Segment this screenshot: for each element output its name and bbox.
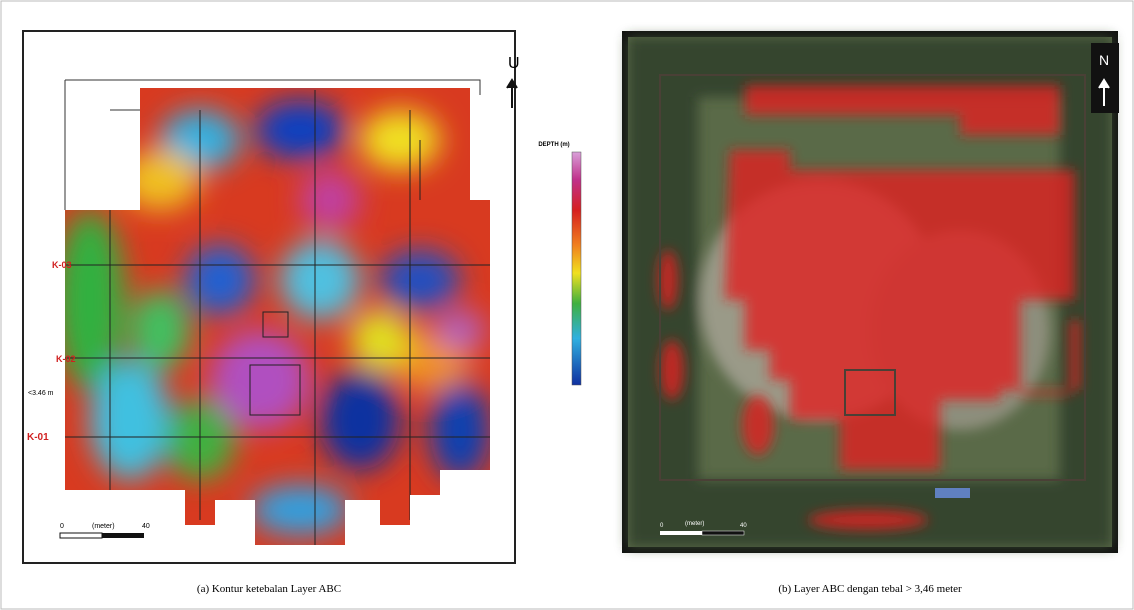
page: {"left_panel": {"north_label": "U", "leg… [0,0,1134,610]
scale-bar-part [60,533,102,538]
depth-note: <3.46 m [28,390,54,397]
line-label: K-02 [56,354,76,364]
contour-map-part-part [185,245,255,315]
scale-end: 40 [142,523,150,530]
scale-unit: (meter) [685,521,704,527]
contour-map-part-part [430,380,490,480]
scale-bar [660,531,744,535]
contour-map-part-part [435,310,485,350]
layer-overlay-part [742,395,774,455]
contour-map-part-part [255,100,345,160]
scale-bar-part [660,531,702,535]
north-label: U [508,55,520,72]
line-label: K-01 [27,432,49,443]
scale-bar-part [702,531,744,535]
legend-title: DEPTH (m) [538,142,569,148]
layer-overlay-part [660,340,684,400]
line-label: K-03 [52,260,72,270]
contour-map-part-part [250,485,350,535]
image-marks-part [935,488,970,498]
contour-map-part-part [300,170,360,230]
body: U K-03 K-02 K-01 <3.46 m 0 (meter) 40 DE… [0,0,1134,610]
figure: U K-03 K-02 K-01 <3.46 m 0 (meter) 40 DE… [0,0,1134,610]
layer-overlay-part [808,510,928,530]
contour-map-part-part [320,370,400,470]
scale-bar-part [102,533,144,538]
caption: (a) Kontur ketebalan Layer ABC [197,583,341,595]
contour-map-part-part [360,110,440,170]
north-label: N [1099,52,1109,68]
scale-unit: (meter) [92,523,115,530]
contour-map-part-part [90,360,170,480]
contour-map-part-part [350,310,410,370]
contour-map-part-part [380,250,460,310]
scale-start: 0 [60,523,64,530]
scale-bar [60,533,144,538]
caption: (b) Layer ABC dengan tebal > 3,46 meter [778,583,962,595]
scale-end: 40 [740,523,747,529]
contour-map-part-part [280,240,360,320]
color-bar [572,152,581,385]
